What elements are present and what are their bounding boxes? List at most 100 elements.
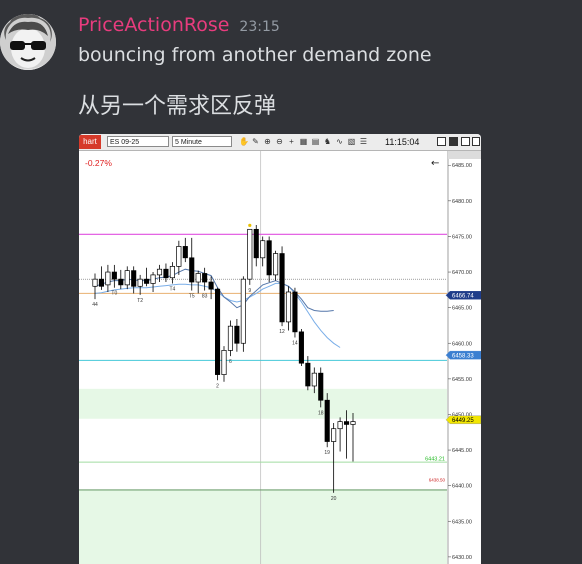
bar-count-label: 20 xyxy=(331,496,337,502)
candle-body xyxy=(215,288,221,375)
chart-clock: 11:15:04 xyxy=(385,137,420,147)
price-tick-label: 6445.00 xyxy=(452,448,472,454)
price-tick-label: 6480.00 xyxy=(452,199,472,205)
change-percent-label: -0.27% xyxy=(85,158,112,168)
username[interactable]: PriceActionRose xyxy=(78,14,230,36)
properties-icon[interactable]: ☰ xyxy=(359,137,368,146)
candle-body xyxy=(208,281,214,290)
crosshair-icon[interactable]: + xyxy=(289,137,294,146)
bar-count-label: 44 xyxy=(92,302,98,308)
zoom-in-icon[interactable]: ⊕ xyxy=(264,137,271,146)
price-axis-header xyxy=(448,151,481,159)
price-badge-label: 6449.25 xyxy=(452,418,474,424)
bar-count-label: T5 xyxy=(189,294,195,300)
candle-body xyxy=(285,291,292,323)
bar-count-label: 83 xyxy=(202,294,208,300)
bar-count-label: T0 xyxy=(111,291,117,297)
price-badge xyxy=(445,291,481,300)
timestamp: 23:15 xyxy=(239,19,280,35)
price-tick-label: 6430.00 xyxy=(452,555,472,561)
candle-body xyxy=(189,257,195,283)
candle-body xyxy=(350,421,356,425)
candle-body xyxy=(279,253,285,323)
avatar-sunglasses-icon xyxy=(0,14,56,70)
candle-body xyxy=(273,253,279,276)
candle-body xyxy=(331,428,337,442)
timeframe-selector[interactable]: 5 Minute xyxy=(172,136,232,147)
candle-body xyxy=(105,271,111,286)
bar-count-label: 6 xyxy=(229,359,232,365)
demand-zone-0 xyxy=(79,388,447,419)
candle-body xyxy=(260,240,266,259)
bar-count-label: 9 xyxy=(248,288,251,294)
candle-body xyxy=(240,278,246,344)
candle-body xyxy=(247,228,253,280)
bar-count-label: 14 xyxy=(292,341,298,347)
avatar[interactable] xyxy=(0,14,56,70)
candle-body xyxy=(92,278,98,287)
pencil-icon[interactable]: ✎ xyxy=(252,137,259,146)
candle-body xyxy=(195,273,201,283)
chart-tab[interactable]: hart xyxy=(79,135,101,149)
price-badge xyxy=(445,350,481,360)
bar-count-label: T4 xyxy=(169,286,175,292)
price-chart[interactable]: 44 T0 T2 T4 T5 83 2 6 9 12 14 18 19 20 -0.27% ← 6443.21 6… xyxy=(79,151,481,564)
window-maximize-icon[interactable] xyxy=(461,137,470,146)
price-tick-label: 6435.00 xyxy=(452,519,472,525)
candle-body xyxy=(176,246,182,267)
instrument-selector[interactable]: ES 09-25 xyxy=(107,136,169,147)
candle-body xyxy=(266,240,272,276)
candle-body xyxy=(227,325,234,351)
message-text-chinese: 从另一个需求区反弹 xyxy=(78,94,277,119)
demand-zone-1 xyxy=(79,489,447,564)
candle-body xyxy=(137,278,143,287)
candle-body xyxy=(124,270,130,286)
price-tick-label: 6470.00 xyxy=(452,270,472,276)
bar-count-label: 19 xyxy=(324,450,330,456)
candle-body xyxy=(221,350,227,375)
price-tick-label: 6475.00 xyxy=(452,234,472,240)
candle-body xyxy=(292,291,298,333)
price-tick-label: 6485.00 xyxy=(452,163,472,169)
candle-body xyxy=(344,421,350,425)
candle-body xyxy=(305,362,311,387)
candle-body xyxy=(111,271,117,280)
price-badge-label: 6458.33 xyxy=(452,353,474,359)
candle-body xyxy=(337,421,343,430)
candle-body xyxy=(156,268,163,276)
chart-image-attachment[interactable]: hart ES 09-25 5 Minute ✋ ✎ ⊕ ⊖ + ▦ ▤ ♞ ∿… xyxy=(79,134,481,564)
candle-body xyxy=(169,266,175,279)
calendar-icon[interactable]: ▦ xyxy=(299,137,308,146)
message-header: PriceActionRose 23:15 xyxy=(78,14,280,36)
price-tick-label: 6440.00 xyxy=(452,484,472,490)
bar-count-label: 2 xyxy=(216,383,219,389)
template-icon[interactable]: ▧ xyxy=(347,137,356,146)
indicator-icon[interactable]: ∿ xyxy=(336,137,343,146)
candle-body xyxy=(318,372,324,401)
data-box-icon[interactable]: ▤ xyxy=(311,137,320,146)
hand-icon[interactable]: ✋ xyxy=(239,137,249,146)
candle-body xyxy=(131,270,137,287)
candle-body xyxy=(118,278,124,286)
window-minimize-icon[interactable] xyxy=(449,137,458,146)
window-layout-icon[interactable] xyxy=(437,137,446,146)
strategy-icon[interactable]: ♞ xyxy=(323,137,332,146)
back-arrow-icon: ← xyxy=(431,158,439,169)
bar-count-label: 18 xyxy=(318,410,324,416)
price-tick-label: 6455.00 xyxy=(452,377,472,383)
price-badge-label: 6466.74 xyxy=(452,293,474,299)
candle-body xyxy=(182,246,188,259)
zone-price-label: 6438.50 xyxy=(429,477,446,482)
candle-body xyxy=(298,331,304,364)
candle-body xyxy=(253,228,259,259)
price-tick-label: 6450.00 xyxy=(452,412,472,418)
window-close-icon[interactable] xyxy=(472,137,480,146)
candle-body xyxy=(234,325,240,344)
candle-body xyxy=(150,274,156,284)
candle-body xyxy=(324,399,330,442)
price-badge xyxy=(445,415,481,425)
candle-body xyxy=(144,278,150,284)
zoom-out-icon[interactable]: ⊖ xyxy=(276,137,283,146)
message-text-english: bouncing from another demand zone xyxy=(78,44,432,66)
